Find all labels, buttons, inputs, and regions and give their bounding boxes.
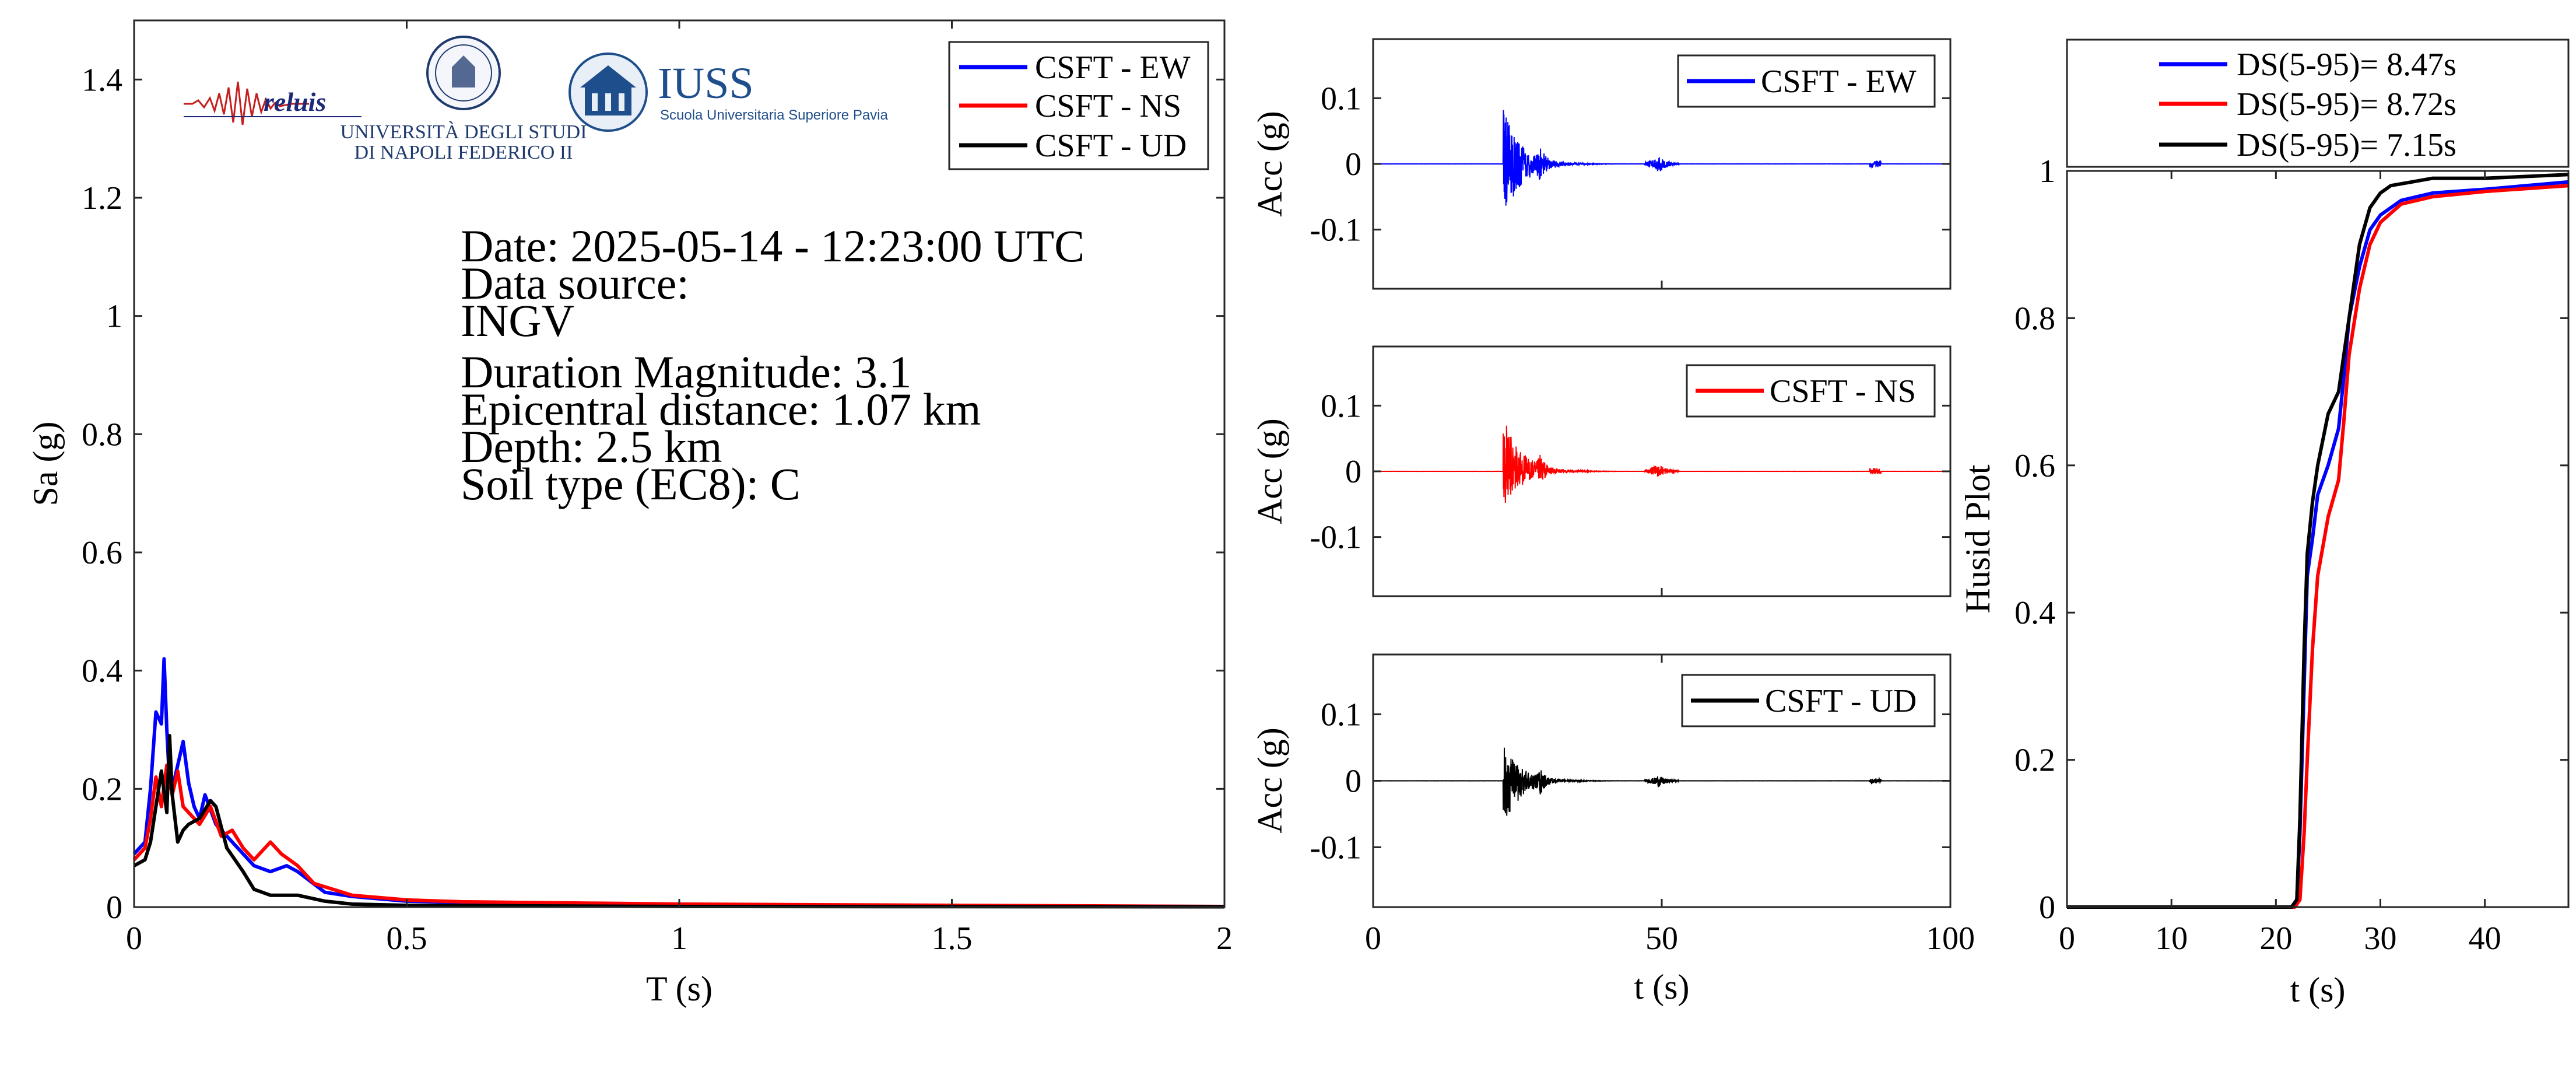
spectrum-legend: CSFT - EW CSFT - NS CSFT - UD bbox=[948, 41, 1209, 170]
husid-legend-label-ud: DS(5-95)= 7.15s bbox=[2237, 127, 2456, 163]
acc-ud-legend: CSFT - UD bbox=[1681, 674, 1936, 727]
iuss-logo-text: IUSS bbox=[658, 59, 754, 108]
iuss-logo-subtitle: Scuola Universitaria Superiore Pavia bbox=[660, 107, 889, 123]
spectrum-xtick-label: 2 bbox=[1216, 921, 1233, 957]
accelerogram-trace-ud bbox=[1373, 747, 1950, 816]
acc-ns-chart: -0.1 0 0.1 Acc (g) CSFT - NS bbox=[1251, 345, 1952, 597]
acc-ud-xlabel: t (s) bbox=[1634, 968, 1690, 1006]
event-depth: Depth: 2.5 km bbox=[461, 421, 722, 472]
acc-ew-ytick-label: -0.1 bbox=[1310, 212, 1361, 249]
logo-unina: UNIVERSITÀ DEGLI STUDI DI NAPOLI FEDERIC… bbox=[340, 36, 587, 163]
acc-ns-ytick-label: 0 bbox=[1345, 454, 1361, 490]
spectrum-ytick-label: 0.6 bbox=[82, 535, 122, 571]
acc-ew-ytick-label: 0.1 bbox=[1321, 80, 1361, 117]
soil-type: Soil type (EC8): C bbox=[461, 459, 801, 509]
acc-ew-legend-label: CSFT - EW bbox=[1761, 64, 1917, 100]
reluis-logo-text: reluis bbox=[264, 87, 326, 117]
data-source-label: Data source: bbox=[461, 258, 689, 309]
acc-ud-ylabel: Acc (g) bbox=[1251, 727, 1289, 834]
acc-ud-xtick-label: 0 bbox=[1365, 921, 1381, 957]
husid-legend-label-ns: DS(5-95)= 8.72s bbox=[2237, 86, 2456, 123]
acc-ud-legend-label: CSFT - UD bbox=[1765, 683, 1917, 719]
university-seal-icon bbox=[426, 36, 501, 110]
legend-label-ew: CSFT - EW bbox=[1035, 50, 1191, 86]
acc-ud-ytick-label: 0 bbox=[1345, 764, 1361, 800]
spectrum-ytick-label: 1.2 bbox=[82, 180, 122, 216]
logo-iuss: IUSS Scuola Universitaria Superiore Pavi… bbox=[568, 52, 889, 132]
husid-xtick-label: 0 bbox=[2059, 921, 2075, 957]
acc-ud-xtick-label: 100 bbox=[1926, 921, 1975, 957]
husid-axes-box bbox=[2066, 170, 2570, 908]
acc-ud-xtick-label: 50 bbox=[1645, 921, 1678, 957]
husid-xtick-label: 20 bbox=[2259, 921, 2292, 957]
event-date: Date: 2025-05-14 - 12:23:00 UTC bbox=[461, 220, 1085, 271]
acc-ew-ytick-label: 0 bbox=[1345, 146, 1361, 183]
spectrum-xtick-label: 0.5 bbox=[387, 921, 427, 957]
iuss-building-icon bbox=[568, 52, 648, 132]
acc-ns-legend: CSFT - NS bbox=[1686, 364, 1936, 418]
acc-ud-ytick-label: -0.1 bbox=[1310, 830, 1361, 866]
series-line-ds-5-95-7-15s bbox=[2067, 173, 2569, 909]
series-line-csft-ud bbox=[133, 734, 1225, 909]
epicentral-distance: Epicentral distance: 1.07 km bbox=[461, 384, 981, 435]
acc-ud-chart: -0.1 0 0.1 0 50 100 Acc (g) t (s) CSFT - UD bbox=[1251, 653, 1975, 1006]
husid-ytick-label: 0 bbox=[2039, 890, 2055, 926]
spectrum-ylabel: Sa (g) bbox=[26, 422, 65, 506]
spectrum-ytick-label: 0 bbox=[106, 890, 122, 926]
acc-ew-legend: CSFT - EW bbox=[1677, 54, 1936, 108]
acc-ew-ylabel: Acc (g) bbox=[1251, 111, 1289, 217]
data-source: INGV bbox=[461, 295, 574, 346]
husid-xtick-label: 10 bbox=[2155, 921, 2188, 957]
husid-xlabel: t (s) bbox=[2290, 971, 2346, 1009]
acc-ns-ylabel: Acc (g) bbox=[1251, 418, 1289, 524]
husid-legend-label-ew: DS(5-95)= 8.47s bbox=[2237, 47, 2456, 83]
acc-ew-chart: -0.1 0 0.1 Acc (g) CSFT - EW bbox=[1251, 38, 1952, 290]
husid-xtick-label: 40 bbox=[2469, 921, 2501, 957]
husid-ytick-label: 0.4 bbox=[2015, 595, 2055, 631]
spectrum-xtick-label: 1 bbox=[671, 921, 687, 957]
husid-chart: 00.20.40.60.810 10 20 30 40 Husid Plot t (s)… bbox=[1959, 38, 2570, 1009]
accelerogram-trace-ns bbox=[1373, 425, 1951, 503]
acc-ns-ytick-label: -0.1 bbox=[1310, 520, 1361, 556]
logo-reluis: reluis bbox=[184, 81, 362, 125]
event-info: Date: 2025-05-14 - 12:23:00 UTC Data sou… bbox=[461, 220, 1085, 509]
husid-ytick-label: 0.2 bbox=[2015, 743, 2055, 779]
spectrum-xtick-label: 0 bbox=[126, 921, 142, 957]
spectrum-ytick-label: 1.4 bbox=[82, 62, 122, 98]
husid-ytick-label: 0.6 bbox=[2015, 448, 2055, 484]
accelerogram-trace-ew bbox=[1373, 110, 1951, 206]
acc-ud-ytick-label: 0.1 bbox=[1321, 697, 1361, 733]
unina-line2: DI NAPOLI FEDERICO II bbox=[355, 142, 573, 163]
husid-legend: DS(5-95)= 8.47s DS(5-95)= 8.72s DS(5-95)… bbox=[2066, 38, 2570, 168]
spectrum-ytick-label: 0.2 bbox=[82, 771, 122, 807]
spectrum-ytick-label: 0.4 bbox=[82, 653, 122, 690]
legend-label-ud: CSFT - UD bbox=[1035, 128, 1187, 164]
legend-label-ns: CSFT - NS bbox=[1035, 88, 1181, 124]
husid-ytick-label: 1 bbox=[2039, 153, 2055, 190]
unina-line1: UNIVERSITÀ DEGLI STUDI bbox=[340, 121, 587, 143]
spectrum-ytick-label: 1 bbox=[106, 299, 122, 335]
spectrum-xlabel: T (s) bbox=[646, 970, 713, 1008]
spectrum-ytick-label: 0.8 bbox=[82, 416, 122, 453]
acc-ns-legend-label: CSFT - NS bbox=[1770, 373, 1916, 410]
duration-magnitude: Duration Magnitude: 3.1 bbox=[461, 346, 911, 397]
husid-xtick-label: 30 bbox=[2364, 921, 2397, 957]
response-spectrum-chart: 0 0.2 0.4 0.6 0.8 1 1.2 1.4 0 0.5 1 1.5 2 T (s) Sa (… bbox=[26, 19, 1233, 1008]
seismogram-icon bbox=[184, 81, 309, 125]
series-line-ds-5-95-8-47s bbox=[2067, 180, 2569, 909]
husid-ylabel: Husid Plot bbox=[1959, 464, 1997, 613]
series-line-ds-5-95-8-72s bbox=[2067, 184, 2569, 909]
acc-ns-ytick-label: 0.1 bbox=[1321, 388, 1361, 424]
husid-ytick-label: 0.8 bbox=[2015, 300, 2055, 337]
spectrum-xtick-label: 1.5 bbox=[932, 921, 973, 957]
